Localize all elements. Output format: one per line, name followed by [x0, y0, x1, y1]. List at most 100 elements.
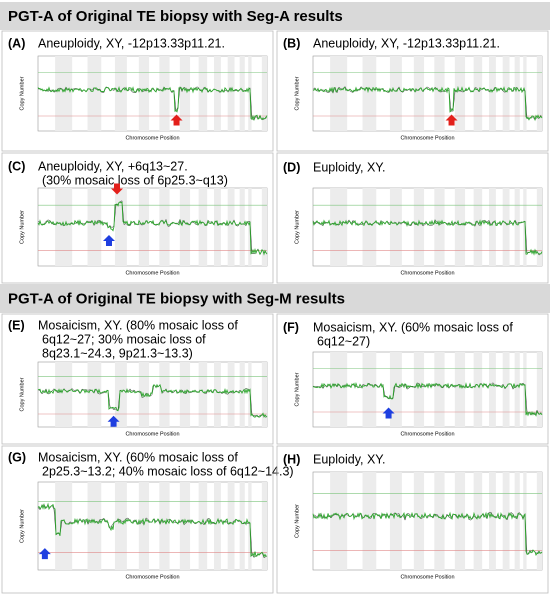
chromosome-band	[198, 362, 208, 427]
chromosome-band	[413, 188, 425, 266]
chromosome-band	[227, 482, 235, 570]
panel-border	[1, 30, 274, 152]
panel-border	[276, 445, 549, 594]
chromosome-band	[138, 188, 150, 266]
x-axis-label: Chromosome Position	[400, 270, 454, 276]
chromosome-band	[159, 56, 170, 131]
panel-label: (C)	[8, 159, 25, 173]
panel-caption: 6q12~27)	[317, 334, 370, 348]
chromosome-band	[227, 56, 235, 131]
chromosome-band	[214, 362, 221, 427]
panel-label: (D)	[283, 160, 300, 174]
chromosome-band	[502, 56, 510, 131]
chromosome-band	[413, 472, 425, 570]
chromosome-band	[502, 188, 510, 266]
section-title: PGT-A of Original TE biopsy with Seg-A r…	[8, 8, 343, 25]
chromosome-band	[502, 352, 510, 427]
chromosome-band	[214, 56, 221, 131]
panel-caption: Euploidy, XY.	[313, 160, 386, 174]
chromosome-band	[536, 352, 542, 427]
arrow	[382, 407, 395, 419]
chromosome-band	[239, 188, 245, 266]
chromosome-band	[454, 352, 466, 427]
panel-caption: Euploidy, XY.	[313, 452, 386, 466]
x-axis-label: Chromosome Position	[125, 135, 179, 141]
panel-label: (G)	[8, 450, 26, 464]
chromosome-band	[413, 56, 425, 131]
chromosome-band	[198, 56, 208, 131]
chromosome-band	[55, 362, 73, 427]
chromosome-band	[489, 472, 496, 570]
panel-label: (B)	[283, 36, 300, 50]
chromosome-band	[473, 352, 483, 427]
copy-number-trace	[37, 383, 268, 418]
chromosome-band	[389, 56, 402, 131]
copy-number-trace	[37, 502, 268, 558]
copy-number-trace	[37, 201, 268, 256]
panel-caption: 2p25.3~13.2; 40% mosaic loss of 6q12~14.…	[42, 464, 294, 478]
arrow	[107, 415, 120, 427]
y-axis-label: Copy Number	[294, 210, 300, 244]
chromosome-band	[87, 362, 102, 427]
chromosome-band	[536, 472, 542, 570]
chromosome-band	[514, 472, 520, 570]
chromosome-band	[227, 362, 235, 427]
copy-number-trace	[312, 85, 543, 122]
chromosome-band	[473, 56, 483, 131]
panel-label: (E)	[8, 318, 25, 332]
chromosome-band	[138, 56, 150, 131]
chromosome-band	[261, 482, 267, 570]
chromosome-band	[138, 482, 150, 570]
panel-label: (F)	[283, 320, 299, 334]
chromosome-band	[362, 56, 377, 131]
chromosome-band	[514, 352, 520, 427]
chromosome-band	[179, 362, 191, 427]
chromosome-band	[413, 352, 425, 427]
chromosome-band	[55, 482, 73, 570]
chromosome-band	[362, 472, 377, 570]
chromosome-band	[330, 472, 348, 570]
x-axis-label: Chromosome Position	[400, 574, 454, 580]
chromosome-band	[362, 188, 377, 266]
section-header	[0, 284, 550, 313]
panel-border	[276, 152, 549, 284]
chromosome-band	[179, 56, 191, 131]
chromosome-band	[489, 352, 496, 427]
chromosome-band	[114, 362, 127, 427]
section-title: PGT-A of Original TE biopsy with Seg-M r…	[8, 290, 345, 307]
chromosome-band	[434, 472, 445, 570]
panel-label: (A)	[8, 36, 25, 50]
chromosome-band	[87, 482, 102, 570]
chromosome-band	[261, 56, 267, 131]
chromosome-band	[502, 472, 510, 570]
copy-number-trace	[312, 86, 542, 121]
chromosome-band	[114, 188, 127, 266]
y-axis-label: Copy Number	[294, 504, 300, 538]
chromosome-band	[227, 188, 235, 266]
x-axis-label: Chromosome Position	[400, 135, 454, 141]
chromosome-band	[330, 188, 348, 266]
chromosome-band	[514, 56, 520, 131]
y-axis-label: Copy Number	[19, 76, 25, 110]
chromosome-band	[261, 188, 267, 266]
x-axis-label: Chromosome Position	[125, 574, 179, 580]
panel-caption: Aneuploidy, XY, -12p13.33p11.21.	[38, 36, 225, 50]
panel-border	[1, 152, 274, 284]
chromosome-band	[454, 188, 466, 266]
chromosome-band	[454, 56, 466, 131]
chromosome-band	[179, 482, 191, 570]
chromosome-band	[55, 56, 73, 131]
copy-number-trace	[312, 511, 543, 557]
chromosome-band	[473, 188, 483, 266]
chromosome-band	[536, 56, 542, 131]
chromosome-band	[159, 482, 170, 570]
chromosome-band	[198, 482, 208, 570]
chromosome-band	[138, 362, 150, 427]
x-axis-label: Chromosome Position	[125, 270, 179, 276]
chromosome-band	[214, 188, 221, 266]
arrow	[170, 114, 183, 126]
panel-caption: (30% mosaic loss of 6p25.3~q13)	[42, 173, 228, 187]
arrow	[445, 114, 458, 126]
chromosome-band	[473, 472, 483, 570]
chromosome-band	[239, 482, 245, 570]
